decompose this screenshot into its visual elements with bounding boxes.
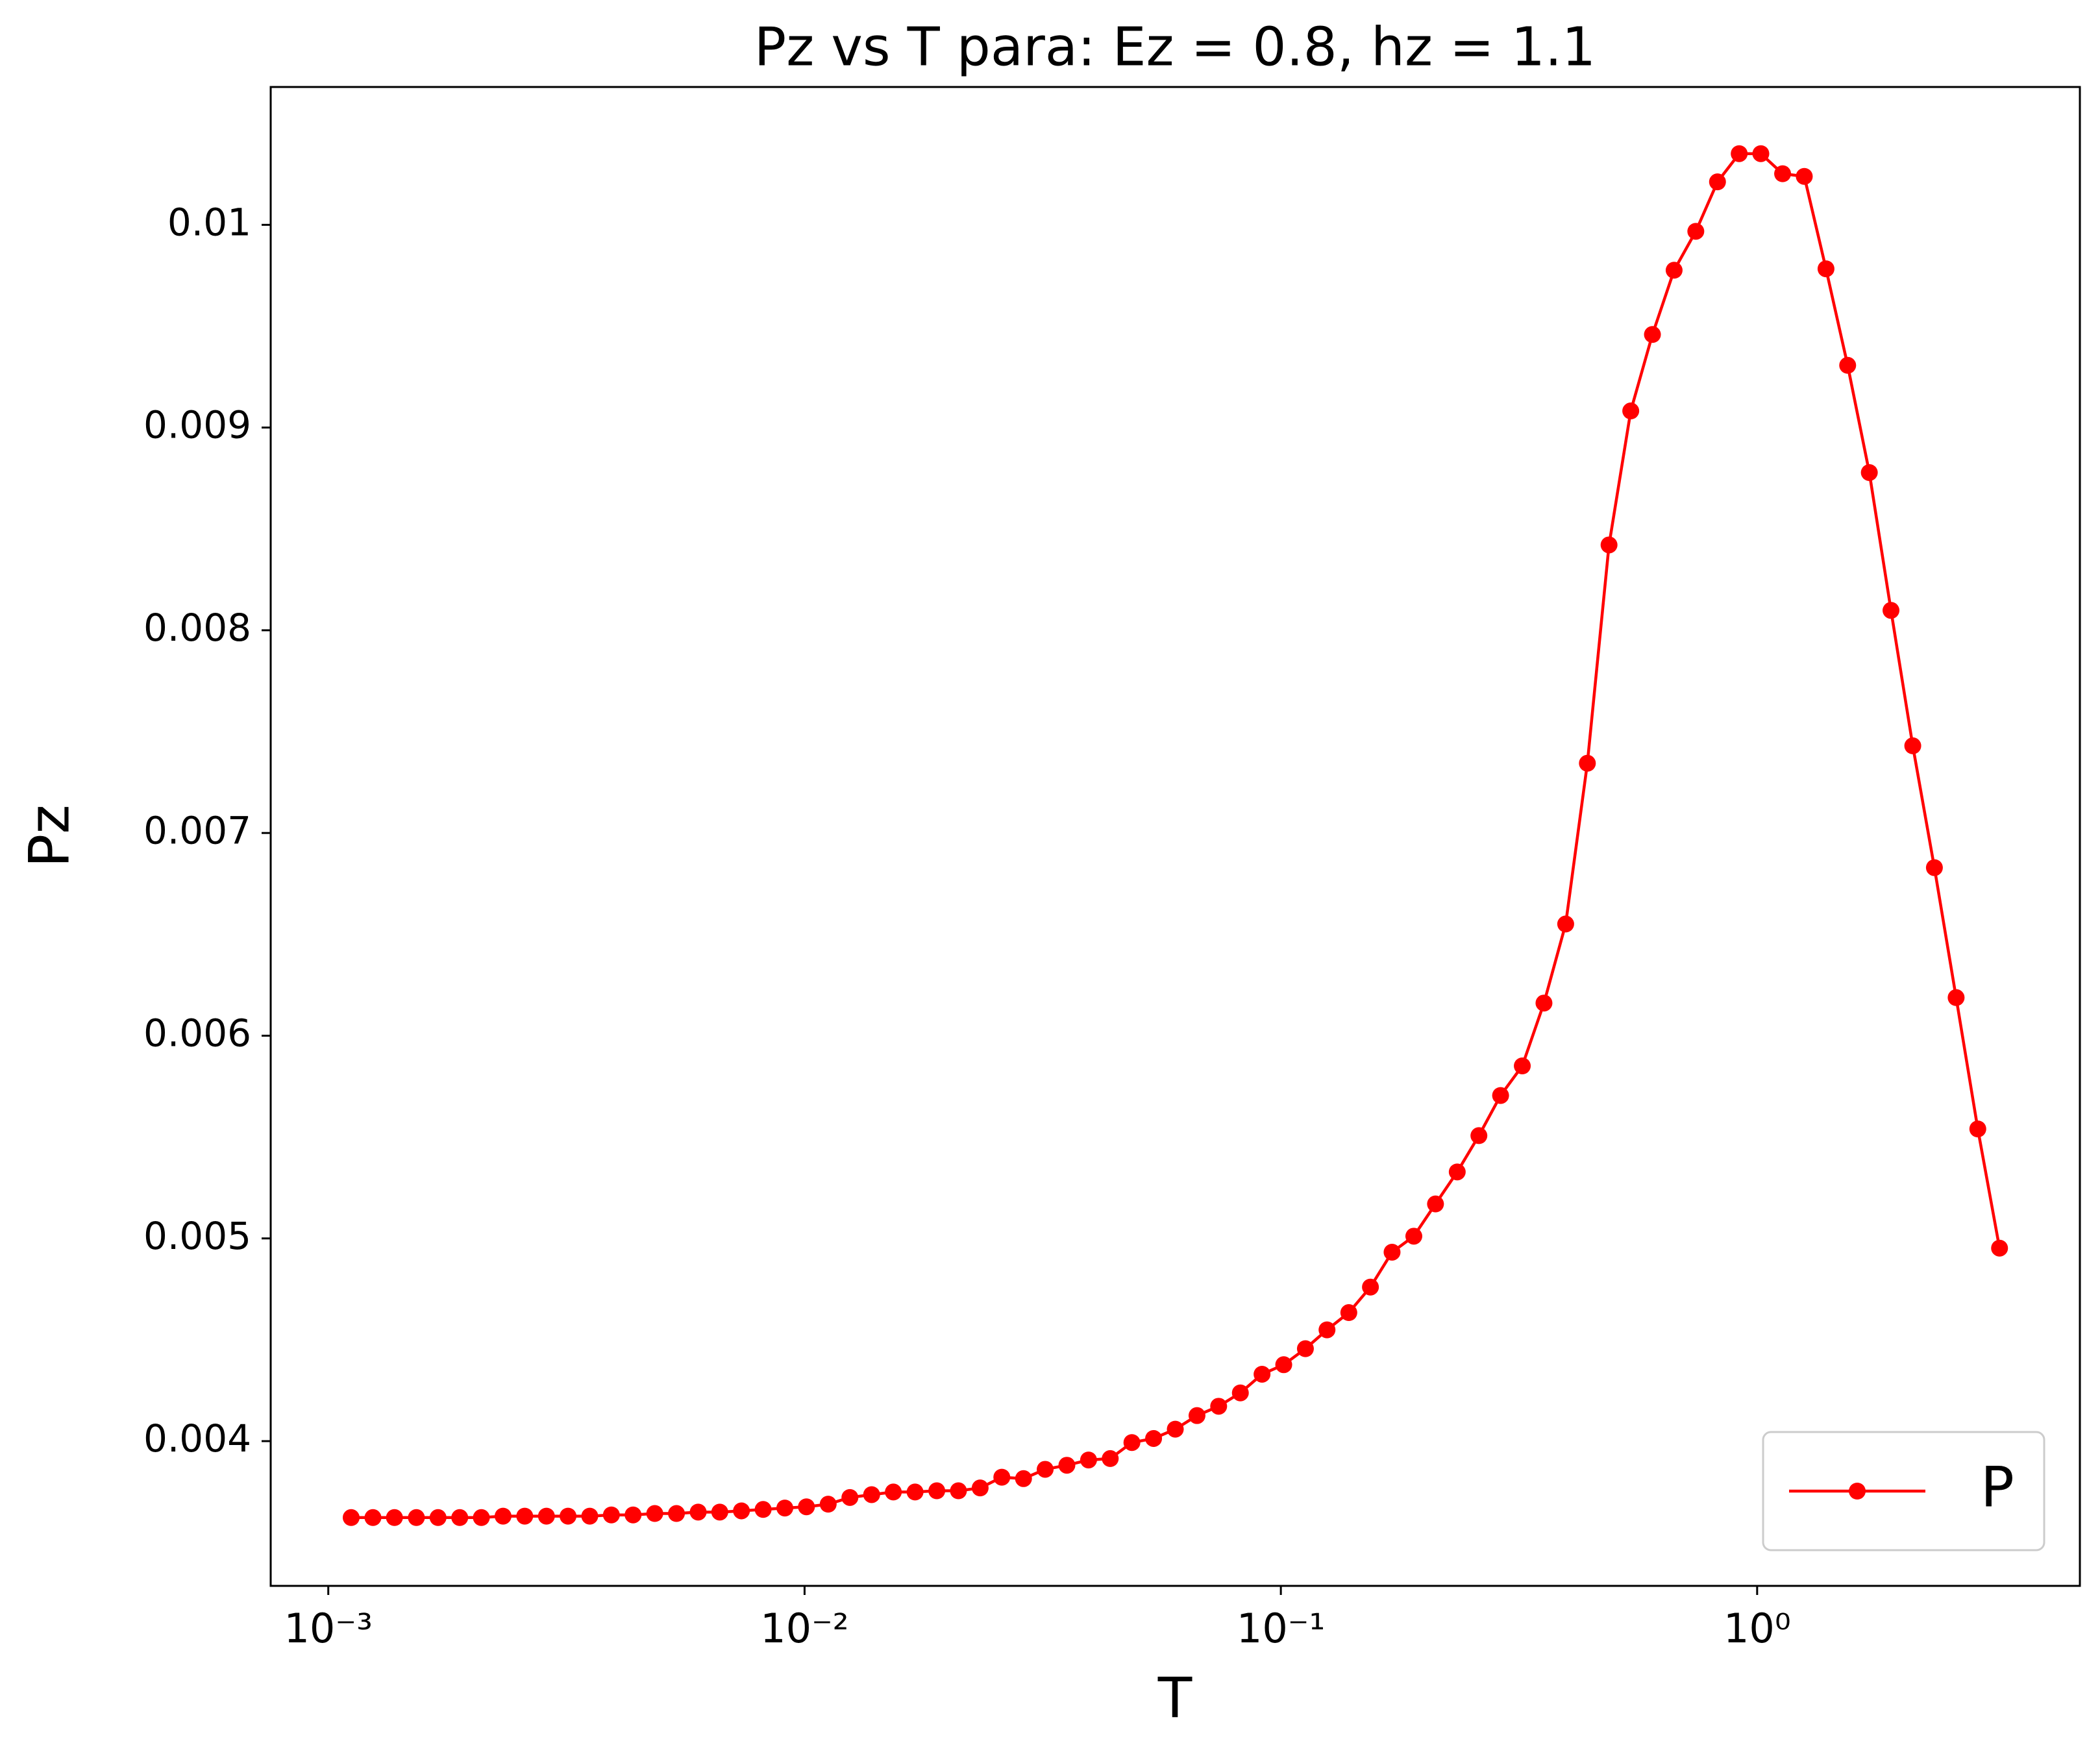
marker xyxy=(993,1468,1011,1486)
x-tick-label: 10⁻¹ xyxy=(1237,1605,1325,1652)
x-tick-label: 10⁻² xyxy=(760,1605,848,1652)
marker xyxy=(950,1482,967,1500)
marker xyxy=(1579,754,1596,772)
marker xyxy=(885,1483,902,1501)
marker xyxy=(516,1507,534,1525)
marker xyxy=(537,1507,555,1525)
marker xyxy=(971,1479,989,1497)
y-tick-label: 0.006 xyxy=(143,1011,251,1056)
marker xyxy=(1687,223,1705,240)
marker xyxy=(754,1501,772,1518)
marker xyxy=(1210,1398,1228,1415)
legend-label: P xyxy=(1981,1455,2014,1520)
marker xyxy=(560,1507,577,1525)
marker xyxy=(624,1506,642,1524)
marker xyxy=(494,1507,512,1525)
marker xyxy=(473,1509,490,1526)
marker xyxy=(1600,536,1618,554)
marker xyxy=(928,1482,946,1500)
marker xyxy=(1752,145,1770,162)
marker xyxy=(819,1496,837,1513)
marker xyxy=(711,1503,728,1521)
marker xyxy=(1860,463,1878,481)
marker xyxy=(1622,402,1640,420)
marker xyxy=(646,1505,663,1522)
marker xyxy=(1383,1243,1401,1261)
marker xyxy=(1037,1461,1054,1478)
y-axis-label: Pz xyxy=(17,804,82,867)
x-tick-label: 10⁰ xyxy=(1723,1605,1791,1652)
marker xyxy=(1448,1163,1466,1181)
marker xyxy=(1405,1228,1422,1245)
marker xyxy=(1839,356,1857,374)
marker xyxy=(1665,262,1683,279)
marker xyxy=(1167,1420,1184,1438)
marker xyxy=(1709,173,1726,191)
marker xyxy=(1015,1470,1032,1487)
marker xyxy=(1123,1434,1141,1451)
marker xyxy=(733,1502,750,1520)
marker xyxy=(1514,1057,1531,1075)
y-tick-label: 0.009 xyxy=(143,403,251,447)
legend-marker xyxy=(1849,1483,1866,1500)
marker xyxy=(1947,989,1965,1006)
marker xyxy=(1188,1407,1205,1424)
marker xyxy=(1340,1304,1357,1322)
marker xyxy=(581,1507,599,1525)
chart-title: Pz vs T para: Ez = 0.8, hz = 1.1 xyxy=(754,16,1596,78)
marker xyxy=(1644,326,1661,343)
marker xyxy=(1318,1321,1336,1339)
marker xyxy=(841,1488,859,1506)
marker xyxy=(1774,165,1792,182)
marker xyxy=(798,1498,815,1516)
marker xyxy=(602,1506,620,1524)
marker xyxy=(1296,1340,1314,1357)
marker xyxy=(1275,1356,1292,1374)
marker xyxy=(342,1509,360,1526)
x-axis-label: T xyxy=(1157,1666,1192,1731)
marker xyxy=(1427,1195,1444,1213)
marker xyxy=(1904,737,1921,754)
y-tick-label: 0.004 xyxy=(143,1416,251,1461)
marker xyxy=(1254,1365,1271,1383)
marker xyxy=(1080,1451,1097,1469)
marker xyxy=(668,1505,686,1522)
marker xyxy=(1925,859,1943,876)
x-tick-label: 10⁻³ xyxy=(284,1605,372,1652)
y-tick-label: 0.007 xyxy=(143,808,251,852)
marker xyxy=(1883,602,1900,619)
y-tick-label: 0.01 xyxy=(167,200,251,244)
marker xyxy=(451,1509,469,1526)
marker xyxy=(906,1483,924,1501)
marker xyxy=(1231,1384,1249,1402)
marker xyxy=(1145,1429,1163,1447)
marker xyxy=(1991,1239,2008,1257)
marker xyxy=(364,1509,382,1526)
marker xyxy=(863,1486,880,1503)
marker xyxy=(1557,915,1574,933)
marker xyxy=(1796,167,1813,185)
y-tick-label: 0.008 xyxy=(143,606,251,650)
marker xyxy=(776,1500,794,1517)
marker xyxy=(1362,1278,1379,1296)
marker xyxy=(1058,1457,1076,1474)
plot-frame xyxy=(269,86,2081,1587)
marker xyxy=(386,1509,403,1526)
marker xyxy=(1731,145,1748,162)
marker xyxy=(429,1509,447,1526)
marker xyxy=(1102,1450,1119,1467)
marker xyxy=(1492,1087,1509,1104)
y-tick-label: 0.005 xyxy=(143,1214,251,1258)
marker xyxy=(408,1509,425,1526)
marker xyxy=(1969,1120,1986,1138)
marker xyxy=(1535,994,1553,1012)
marker xyxy=(1817,260,1834,278)
marker xyxy=(1470,1127,1488,1144)
marker xyxy=(689,1503,707,1521)
